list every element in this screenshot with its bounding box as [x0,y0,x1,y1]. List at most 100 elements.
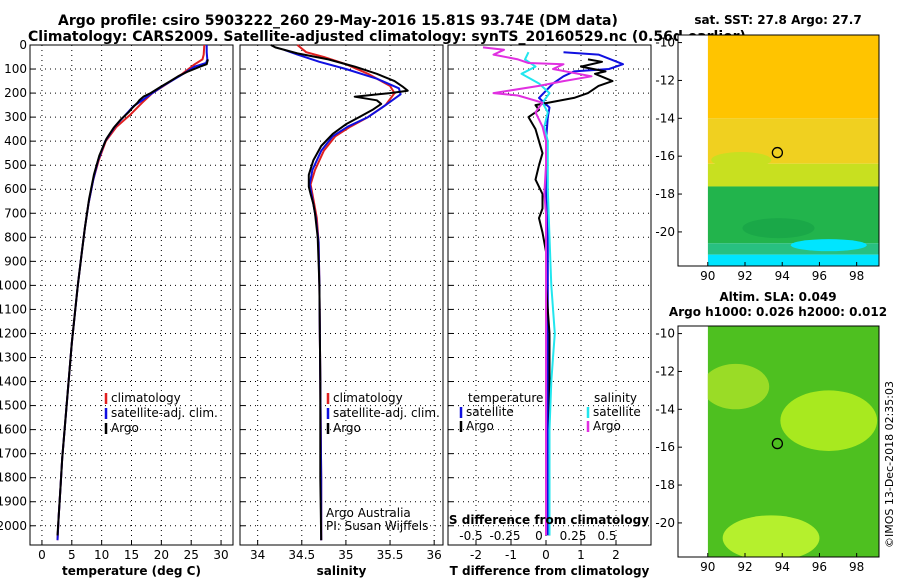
sst-map-title: sat. SST: 27.8 Argo: 27.7 [694,13,861,27]
profile-location-marker [771,437,784,450]
series-line-climatology [56,44,206,541]
x-tick-label: 96 [812,560,827,574]
series-line-argo [527,58,614,536]
y-tick-label: 200 [4,86,27,100]
y-tick-label: 1800 [0,471,27,485]
x-tick-label: 36 [427,548,442,562]
series-line-satellite [56,45,209,541]
y-tick-label: 1400 [0,375,27,389]
y-tick-label: 600 [4,182,27,196]
sla-map-panel: 90 92 94 96 98 -10 -12 -14 -16 -18 -20 Altim. SLA: … [655,290,887,574]
y-tick-label: 1000 [0,278,27,292]
s-tick-label: -0.5 [459,529,482,543]
y-tick-label: -10 [655,327,675,341]
x-tick-label: 0 [542,548,550,562]
y-tick-label: 100 [4,62,27,76]
legend-label: Argo [111,421,139,435]
y-tick-label: 700 [4,206,27,220]
y-tick-label: 400 [4,134,27,148]
legend-title-temperature: temperature [468,391,543,405]
temperature-panel: 0 5 10 15 20 25 300100200300400500600700800900… [0,38,234,578]
y-tick-label: 1700 [0,447,27,461]
x-tick-label: 96 [812,269,827,283]
imos-watermark: ©IMOS 13-Dec-2018 02:35:03 [883,381,896,548]
x-tick-label: 90 [700,560,715,574]
y-tick-label: -12 [655,364,675,378]
s-tick-label: -0.25 [489,529,520,543]
y-tick-label: -14 [655,111,675,125]
legend-label: Argo [466,419,494,433]
x-axis-label: T difference from climatology [450,564,650,578]
x-tick-label: 0 [38,548,46,562]
plot-frame [447,44,652,546]
x-tick-label: -2 [470,548,482,562]
chart-title-line1: Argo profile: csiro 5903222_260 29-May-2… [58,13,618,29]
y-tick-label: -20 [655,225,675,239]
profile-location-marker [771,146,784,159]
y-tick-label: -16 [655,440,675,454]
sst-patch [742,218,815,239]
sst-patch [711,151,772,168]
y-tick-label: 500 [4,158,27,172]
legend-label: satellite [593,405,641,419]
y-tick-label: 300 [4,110,27,124]
y-tick-label: 800 [4,230,27,244]
sst-patch [790,239,867,252]
y-tick-label: 1100 [0,302,27,316]
y-tick-label: 1300 [0,351,27,365]
x-tick-label: 10 [94,548,109,562]
y-tick-label: 2000 [0,519,27,533]
y-tick-label: 1900 [0,495,27,509]
y-tick-label: -20 [655,516,675,530]
x-tick-label: 34.5 [288,548,315,562]
map-field [707,35,879,266]
series-line-argo [270,44,409,541]
sst-map-panel: 90 92 94 96 98 -10 -12 -14 -16 -18 -20 sat. SST: 27… [655,13,880,283]
legend-label: satellite-adj. clim. [111,406,218,420]
difference-panel: -2 -1 0 1 2 T difference from climatology temp… [447,44,652,578]
legend-label: Argo [593,419,621,433]
sla-highlight [780,390,878,451]
x-tick-label: 30 [213,548,228,562]
credit-annotation: PI: Susan Wijffels [326,519,428,533]
y-tick-label: 900 [4,254,27,268]
x-tick-label: 90 [700,269,715,283]
y-tick-label: 1600 [0,423,27,437]
y-tick-label: 1200 [0,326,27,340]
x-tick-label: 98 [849,269,864,283]
y-tick-label: -16 [655,149,675,163]
x-tick-label: 35 [338,548,353,562]
legend-label: satellite-adj. clim. [333,406,440,420]
sst-band [707,163,879,187]
x-tick-label: 35.5 [377,548,404,562]
sst-band [707,243,879,255]
y-tick-label: -12 [655,73,675,87]
y-tick-label: -10 [655,36,675,50]
x-tick-label: 1 [577,548,585,562]
series-line-argo [56,59,209,536]
legend-label: satellite [466,405,514,419]
sst-band [707,35,879,119]
x-tick-label: 94 [775,269,790,283]
y-tick-label: -18 [655,187,675,201]
x-tick-label: 5 [68,548,76,562]
map-frame [677,34,880,267]
x-tick-label: 25 [184,548,199,562]
x-tick-label: 92 [737,269,752,283]
salinity-panel: 34 34.5 35 35.5 36 salinity climatologysatelli… [239,44,444,578]
x-tick-label: 15 [124,548,139,562]
series-line-sat_salinity [520,51,556,536]
sla-highlight [707,363,770,410]
s-axis-label: S difference from climatology [449,513,649,527]
plot-frame [239,44,444,546]
x-tick-label: 94 [775,560,790,574]
x-axis-label: salinity [317,564,367,578]
x-tick-label: -1 [505,548,517,562]
sst-band [707,254,879,266]
sla-map-title: Altim. SLA: 0.049 [719,290,836,304]
x-tick-label: 98 [849,560,864,574]
y-tick-label: -18 [655,478,675,492]
x-axis-label: temperature (deg C) [62,564,201,578]
s-tick-label: 0 [535,529,543,543]
